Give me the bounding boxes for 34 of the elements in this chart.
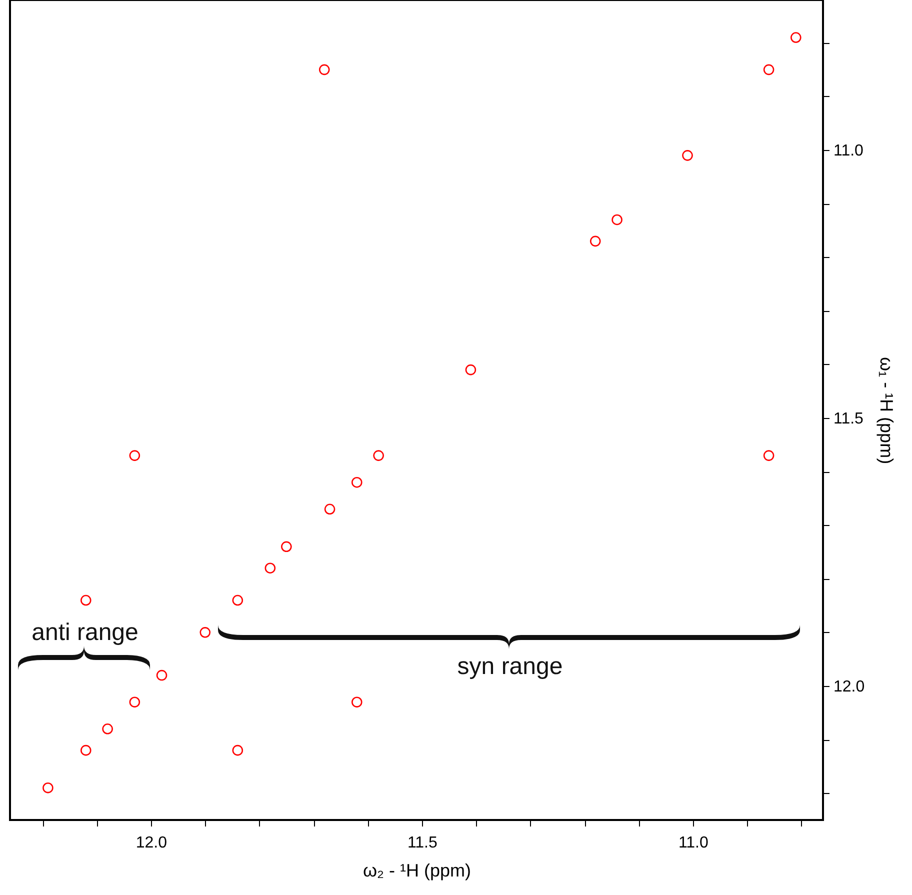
point (281, 541, 292, 552)
point (790, 32, 802, 43)
y-axis-title: ω₁ - ¹H (ppm) (876, 356, 897, 464)
point (351, 696, 362, 708)
y-tick-label: 12.0 (834, 678, 865, 696)
point (351, 476, 362, 488)
point (465, 364, 476, 376)
point (612, 214, 622, 226)
point (80, 744, 92, 756)
point (232, 594, 244, 606)
point (682, 150, 693, 161)
x-axis-title: ω₂ - ¹H (ppm) (362, 860, 472, 880)
point (80, 594, 92, 606)
point (324, 504, 336, 515)
point (200, 627, 211, 638)
x-tick-label: 11.5 (407, 834, 438, 852)
x-tick-label: 11.0 (678, 834, 708, 852)
point (129, 450, 140, 461)
point (264, 562, 276, 574)
annotation: anti range (32, 619, 138, 646)
point (129, 696, 140, 708)
point (763, 450, 774, 461)
y-tick-label: 11.5 (834, 410, 864, 428)
point (232, 744, 244, 756)
point (156, 670, 168, 681)
point (373, 450, 384, 461)
annotation: syn range (457, 653, 563, 680)
point (763, 64, 774, 76)
point (318, 64, 330, 76)
x-tick-label: 12.0 (136, 834, 168, 852)
point (42, 782, 54, 794)
y-tick-label: 11.0 (834, 142, 864, 160)
point (590, 236, 601, 247)
point (102, 724, 113, 734)
